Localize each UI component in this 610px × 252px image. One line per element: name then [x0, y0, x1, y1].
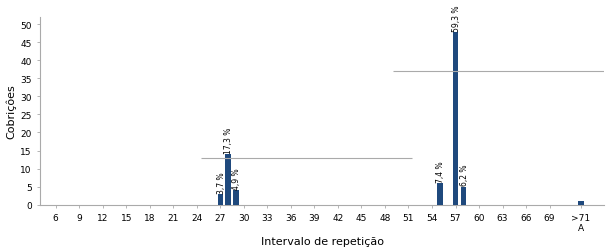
Y-axis label: Cobriçôes: Cobriçôes: [5, 84, 16, 139]
Text: 59,3 %: 59,3 %: [452, 5, 461, 31]
Text: 3,7 %: 3,7 %: [217, 171, 226, 193]
Bar: [453, 33, 458, 205]
X-axis label: Intervalo de repetição: Intervalo de repetição: [260, 237, 384, 246]
Text: 4,9 %: 4,9 %: [232, 168, 242, 189]
Text: 17,3 %: 17,3 %: [224, 127, 234, 153]
Bar: [233, 190, 239, 205]
Text: 7,4 %: 7,4 %: [436, 161, 445, 182]
Bar: [226, 154, 231, 205]
Bar: [578, 201, 584, 205]
Bar: [437, 183, 443, 205]
Text: 6,2 %: 6,2 %: [459, 164, 468, 186]
Bar: [218, 194, 223, 205]
Bar: [461, 187, 466, 205]
